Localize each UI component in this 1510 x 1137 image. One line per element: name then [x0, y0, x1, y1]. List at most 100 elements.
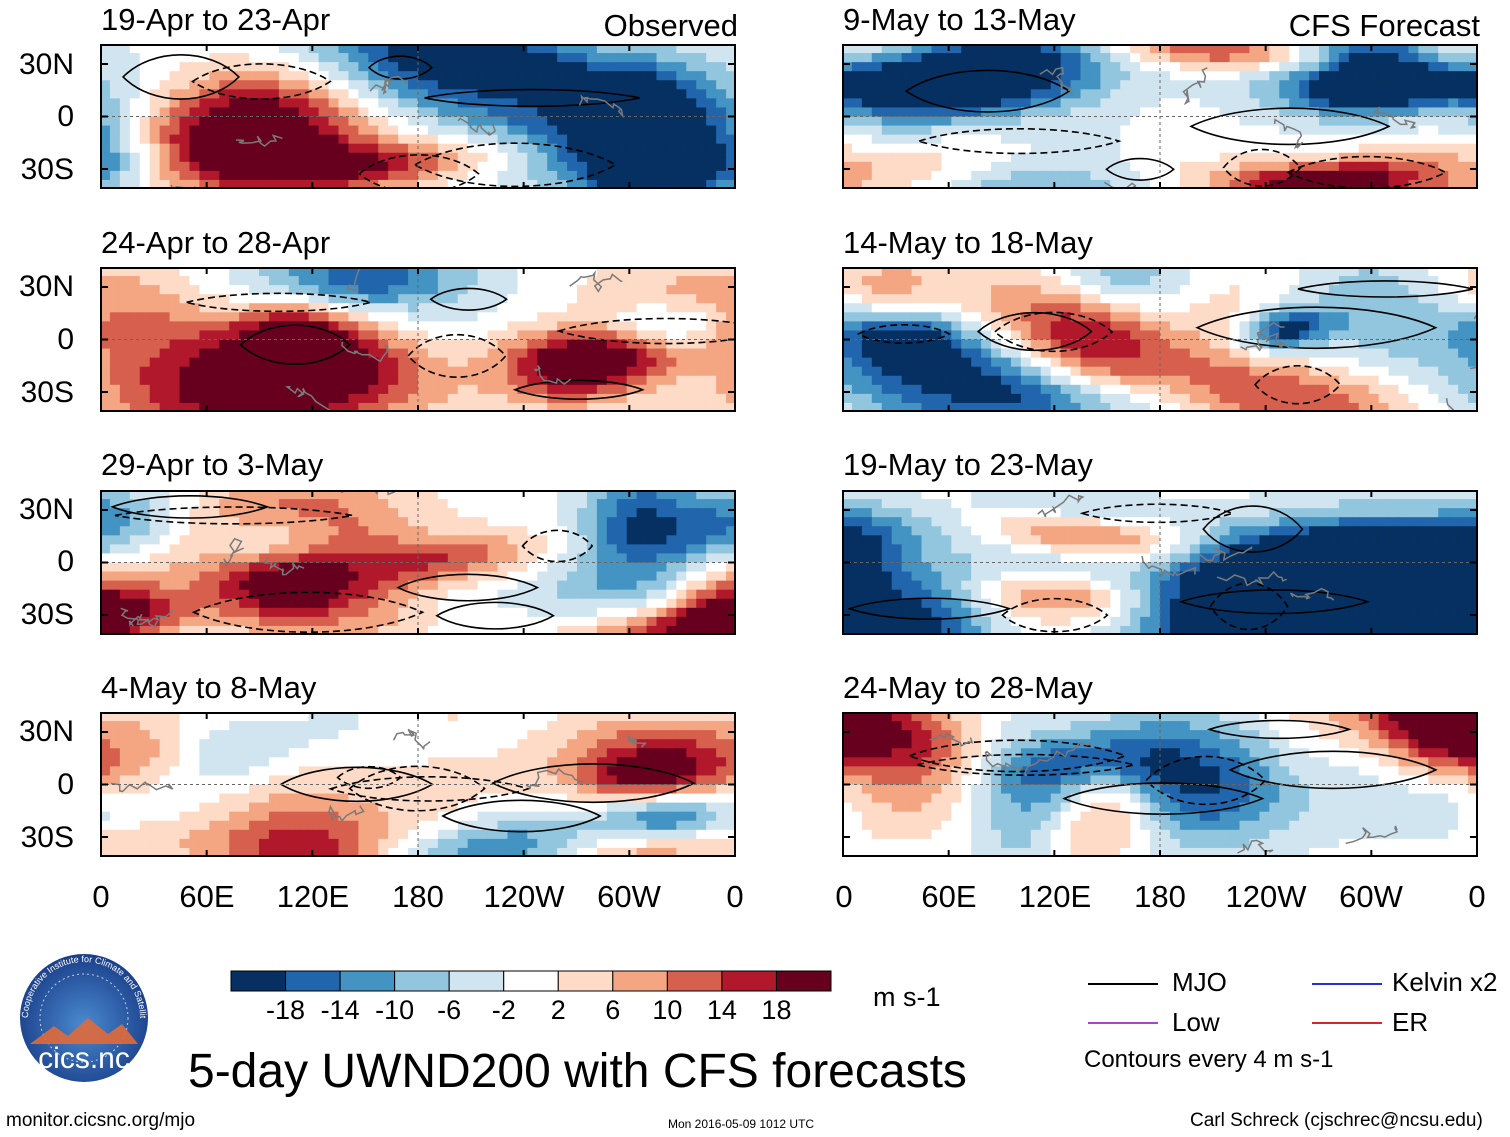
anomaly-cell	[537, 499, 548, 509]
anomaly-cell	[666, 89, 677, 99]
anomaly-cell	[259, 303, 270, 313]
anomaly-cell	[149, 580, 161, 591]
anomaly-cell	[437, 580, 449, 591]
anomaly-cell	[288, 571, 300, 582]
anomaly-cell	[656, 616, 668, 627]
anomaly-cell	[497, 134, 509, 145]
anomaly-cell	[239, 71, 250, 81]
lat-label-eq: 0	[57, 545, 74, 578]
anomaly-cell	[676, 303, 687, 313]
anomaly-cell	[991, 125, 1002, 136]
anomaly-cell	[159, 607, 171, 618]
anomaly-cell	[179, 179, 191, 189]
anomaly-cell	[1120, 125, 1131, 136]
anomaly-cell	[606, 820, 618, 831]
anomaly-cell	[487, 384, 499, 395]
anomaly-cell	[1438, 107, 1449, 118]
anomaly-cell	[567, 616, 578, 627]
anomaly-cell	[408, 571, 419, 582]
anomaly-cell	[606, 357, 618, 368]
anomaly-cell	[298, 375, 310, 386]
anomaly-cell	[278, 544, 290, 555]
anomaly-cell	[239, 517, 250, 527]
anomaly-cell	[626, 793, 638, 804]
anomaly-cell	[159, 179, 171, 189]
anomaly-cell	[169, 829, 181, 840]
anomaly-cell	[139, 739, 151, 749]
anomaly-cell	[567, 357, 578, 368]
anomaly-cell	[586, 526, 598, 536]
anomaly-cell	[1358, 134, 1370, 145]
anomaly-cell	[567, 44, 578, 54]
anomaly-cell	[636, 89, 648, 99]
anomaly-cell	[159, 625, 171, 635]
anomaly-cell	[1239, 98, 1251, 109]
anomaly-cell	[941, 53, 952, 63]
anomaly-cell	[1229, 62, 1241, 72]
anomaly-cell	[358, 285, 369, 295]
anomaly-cell	[706, 571, 717, 582]
anomaly-cell	[507, 312, 518, 322]
anomaly-cell	[298, 802, 310, 813]
anomaly-cell	[1040, 62, 1052, 72]
anomaly-cell	[109, 508, 121, 518]
anomaly-cell	[408, 580, 419, 591]
anomaly-cell	[1408, 134, 1419, 145]
anomaly-cell	[388, 366, 399, 377]
anomaly-cell	[577, 62, 588, 72]
anomaly-cell	[149, 321, 161, 332]
anomaly-cell	[557, 125, 568, 136]
anomaly-cell	[348, 562, 359, 573]
anomaly-cell	[666, 784, 677, 795]
anomaly-cell	[1229, 125, 1241, 136]
anomaly-cell	[507, 589, 518, 600]
anomaly-cell	[1408, 80, 1419, 90]
anomaly-cell	[596, 616, 608, 627]
anomaly-cell	[199, 44, 210, 54]
anomaly-cell	[209, 179, 220, 189]
anomaly-cell	[437, 784, 449, 795]
anomaly-cell	[239, 598, 250, 609]
anomaly-cell	[388, 784, 399, 795]
anomaly-cell	[517, 143, 528, 154]
anomaly-cell	[477, 580, 489, 591]
anomaly-cell	[861, 62, 873, 72]
anomaly-cell	[467, 393, 479, 404]
anomaly-cell	[842, 80, 853, 90]
anomaly-cell	[1199, 134, 1211, 145]
anomaly-cell	[1090, 125, 1101, 136]
anomaly-cell	[586, 125, 598, 136]
anomaly-cell	[616, 829, 628, 840]
anomaly-cell	[109, 276, 121, 286]
anomaly-cell	[706, 607, 717, 618]
anomaly-cell	[209, 607, 220, 618]
anomaly-cell	[487, 71, 499, 81]
anomaly-cell	[1169, 107, 1181, 118]
anomaly-cell	[981, 80, 992, 90]
anomaly-cell	[109, 562, 121, 573]
anomaly-cell	[318, 847, 330, 857]
coastline	[223, 537, 245, 567]
anomaly-cell	[1319, 71, 1330, 81]
anomaly-cell	[676, 71, 687, 81]
anomaly-cell	[358, 553, 369, 564]
anomaly-cell	[676, 616, 687, 627]
anomaly-cell	[726, 71, 736, 81]
anomaly-cell	[1080, 53, 1092, 63]
anomaly-cell	[318, 321, 330, 332]
anomaly-cell	[507, 607, 518, 618]
anomaly-cell	[457, 161, 469, 172]
anomaly-cell	[408, 553, 419, 564]
anomaly-cell	[577, 580, 588, 591]
anomaly-cell	[209, 357, 220, 368]
anomaly-cell	[696, 589, 707, 600]
anomaly-cell	[408, 384, 419, 395]
anomaly-cell	[388, 62, 399, 72]
anomaly-cell	[636, 784, 648, 795]
anomaly-cell	[507, 847, 518, 857]
anomaly-cell	[189, 179, 200, 189]
anomaly-cell	[716, 402, 727, 412]
anomaly-cell	[149, 847, 161, 857]
anomaly-cell	[586, 89, 598, 99]
anomaly-cell	[676, 730, 687, 740]
